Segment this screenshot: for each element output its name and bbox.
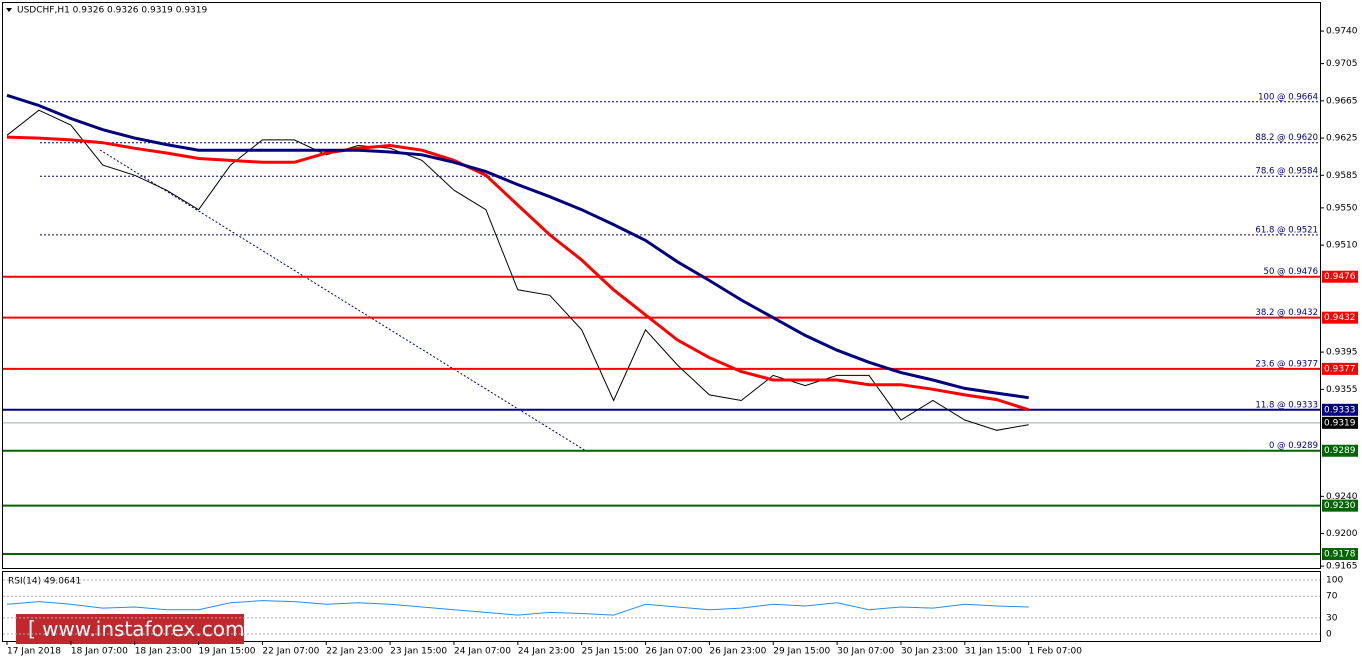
level-label: 0.9476 xyxy=(1324,272,1356,282)
x-tick-label: 25 Jan 15:00 xyxy=(582,647,639,657)
y-tick-label: 0.9625 xyxy=(1326,134,1358,144)
y-tick-label: 0.9355 xyxy=(1326,385,1358,395)
level-label: 0.9178 xyxy=(1324,550,1356,560)
rsi-tick-label: 0 xyxy=(1326,630,1332,640)
rsi-title: RSI(14) 49.0641 xyxy=(8,577,81,587)
fib-label: 100 @ 0.9664 xyxy=(1258,92,1318,102)
y-tick-label: 0.9395 xyxy=(1326,348,1358,358)
x-tick-label: 30 Jan 07:00 xyxy=(837,647,894,657)
x-tick-label: 30 Jan 23:00 xyxy=(901,647,958,657)
y-tick-label: 0.9550 xyxy=(1326,203,1358,213)
fib-label: 88.2 @ 0.9620 xyxy=(1255,133,1318,143)
y-tick-label: 0.9240 xyxy=(1326,492,1358,502)
level-box xyxy=(1322,270,1358,283)
x-tick-label: 17 Jan 2018 xyxy=(7,647,61,657)
y-tick-label: 0.9585 xyxy=(1326,171,1358,181)
y-tick-label: 0.9740 xyxy=(1326,27,1358,37)
y-tick-label: 0.9165 xyxy=(1326,562,1358,572)
fib-label: 11.8 @ 0.9333 xyxy=(1255,400,1318,410)
rsi-tick-label: 30 xyxy=(1326,613,1338,623)
series-line xyxy=(6,135,1030,412)
level-box xyxy=(1322,548,1358,561)
fib-trendline xyxy=(99,149,587,452)
y-tick-label: 0.9200 xyxy=(1326,529,1358,539)
chart-title: USDCHF,H1 0.9326 0.9326 0.9319 0.9319 xyxy=(17,6,207,16)
current-price-label: 0.9319 xyxy=(1324,418,1356,428)
level-label: 0.9333 xyxy=(1324,405,1356,415)
y-tick-label: 0.9510 xyxy=(1326,241,1358,251)
x-tick-label: 31 Jan 15:00 xyxy=(965,647,1022,657)
x-tick-label: 18 Jan 23:00 xyxy=(135,647,192,657)
level-box xyxy=(1322,403,1358,416)
x-tick-label: 1 Feb 07:00 xyxy=(1029,647,1083,657)
main-frame xyxy=(2,2,1321,569)
fib-label: 23.6 @ 0.9377 xyxy=(1255,359,1318,369)
x-tick-label: 26 Jan 07:00 xyxy=(646,647,703,657)
watermark-box xyxy=(16,614,244,644)
x-tick-label: 24 Jan 07:00 xyxy=(454,647,511,657)
level-box xyxy=(1322,444,1358,457)
series-line xyxy=(6,600,1029,616)
level-label: 0.9377 xyxy=(1324,364,1356,374)
y-tick-label: 0.9665 xyxy=(1326,96,1358,106)
fib-label: 61.8 @ 0.9521 xyxy=(1255,225,1318,235)
menu-arrow xyxy=(6,8,12,12)
x-tick-label: 22 Jan 07:00 xyxy=(262,647,319,657)
level-label: 0.9432 xyxy=(1324,313,1356,323)
y-tick-label: 0.9705 xyxy=(1326,59,1358,69)
watermark: [ www.instaforex.com xyxy=(28,617,244,641)
fib-label: 78.6 @ 0.9584 xyxy=(1255,167,1318,177)
watermark-text: www.instaforex.com xyxy=(42,617,244,641)
x-tick-label: 23 Jan 15:00 xyxy=(390,647,447,657)
fib-label: 50 @ 0.9476 xyxy=(1264,267,1318,277)
series-line xyxy=(6,109,1029,431)
rsi-frame xyxy=(2,571,1321,642)
x-tick-label: 24 Jan 23:00 xyxy=(518,647,575,657)
rsi-tick-label: 70 xyxy=(1326,592,1338,602)
x-tick-label: 18 Jan 07:00 xyxy=(71,647,128,657)
series-line xyxy=(6,93,1029,400)
x-tick-label: 22 Jan 23:00 xyxy=(326,647,383,657)
level-label: 0.9230 xyxy=(1324,501,1356,511)
rsi-tick-label: 100 xyxy=(1326,576,1343,586)
level-box xyxy=(1322,499,1358,512)
level-label: 0.9289 xyxy=(1324,446,1356,456)
fib-label: 0 @ 0.9289 xyxy=(1269,441,1318,451)
x-tick-label: 26 Jan 23:00 xyxy=(709,647,766,657)
level-box xyxy=(1322,362,1358,375)
current-price-box xyxy=(1322,416,1358,429)
level-box xyxy=(1322,311,1358,324)
x-tick-label: 29 Jan 15:00 xyxy=(773,647,830,657)
x-tick-label: 19 Jan 15:00 xyxy=(199,647,256,657)
fib-label: 38.2 @ 0.9432 xyxy=(1255,308,1318,318)
